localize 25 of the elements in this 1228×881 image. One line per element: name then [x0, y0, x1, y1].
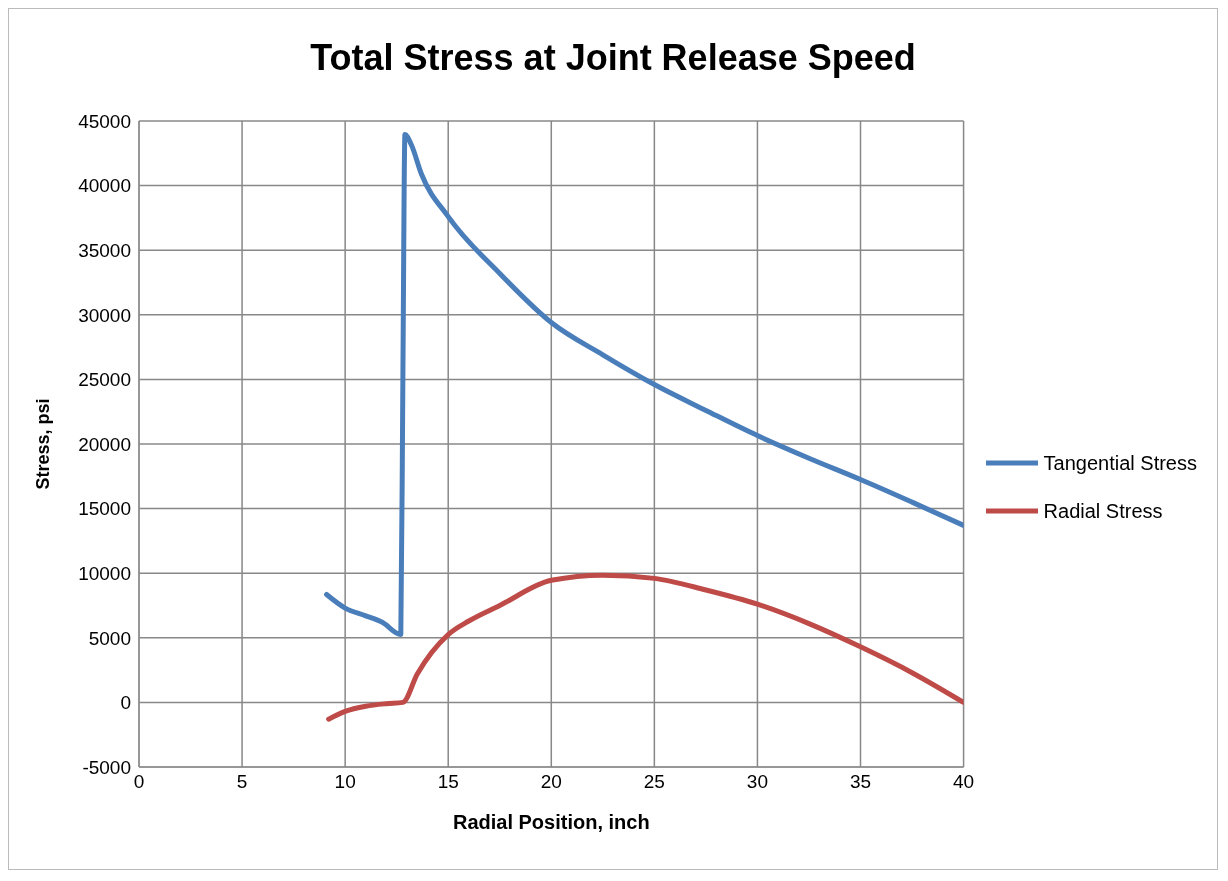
y-tick-label: 10000: [78, 562, 131, 584]
x-tick-label: 40: [953, 771, 975, 793]
x-axis-title: Radial Position, inch: [452, 811, 650, 833]
y-tick-label: 20000: [78, 433, 131, 455]
x-tick-label: 25: [643, 771, 665, 793]
y-tick-label: 35000: [78, 239, 131, 261]
legend-label: Radial Stress: [1043, 499, 1163, 523]
x-tick-label: 0: [133, 771, 145, 793]
y-tick-label: 15000: [78, 498, 131, 520]
y-tick-label: -5000: [82, 756, 131, 778]
y-tick-label: 40000: [78, 175, 131, 197]
y-tick-label: 45000: [78, 110, 131, 132]
x-tick-label: 20: [540, 771, 562, 793]
y-tick-label: 0: [120, 692, 131, 714]
x-tick-label: 10: [334, 771, 356, 793]
x-tick-label: 35: [849, 771, 872, 793]
y-tick-label: 5000: [88, 627, 131, 649]
x-tick-label: 15: [437, 771, 459, 793]
x-tick-label: 5: [236, 771, 248, 793]
y-tick-label: 30000: [78, 304, 131, 326]
y-tick-label: 25000: [78, 369, 131, 391]
chart-title: Total Stress at Joint Release Speed: [309, 36, 917, 80]
y-axis-title: Stress, psi: [33, 398, 54, 490]
x-tick-label: 30: [746, 771, 768, 793]
legend-label: Tangential Stress: [1043, 451, 1197, 475]
